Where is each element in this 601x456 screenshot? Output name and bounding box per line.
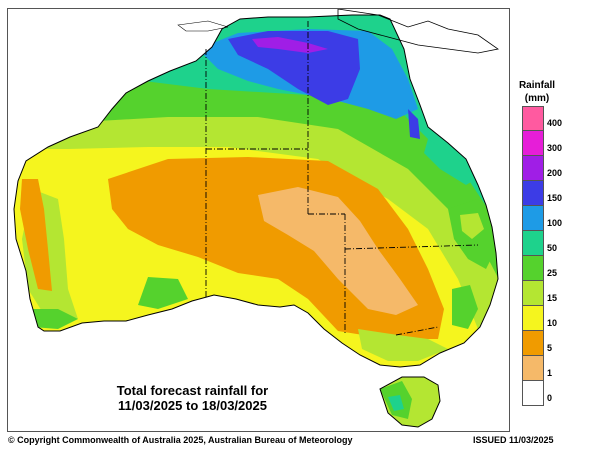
legend-label: 400 <box>547 118 563 128</box>
legend-swatch <box>522 131 544 156</box>
legend-swatch <box>522 106 544 131</box>
copyright-text: © Copyright Commonwealth of Australia 20… <box>8 435 353 445</box>
australia-coastline <box>13 14 499 368</box>
legend-swatch <box>522 281 544 306</box>
legend-label: 15 <box>547 293 558 303</box>
legend-swatch <box>522 356 544 381</box>
legend-label: 300 <box>547 143 563 153</box>
map-caption: Total forecast rainfall for 11/03/2025 t… <box>105 383 280 413</box>
legend-swatch <box>522 206 544 231</box>
issued-date: ISSUED 11/03/2025 <box>473 435 554 445</box>
legend-label: 5 <box>547 343 553 353</box>
new-guinea-coastline <box>337 9 499 54</box>
legend-title-line-1: Rainfall <box>518 80 556 91</box>
legend-label: 200 <box>547 168 563 178</box>
legend-label: 25 <box>547 268 558 278</box>
legend-swatch <box>522 256 544 281</box>
legend-title-line-2: (mm) <box>524 93 550 104</box>
legend-swatch <box>522 306 544 331</box>
rainfall-map: Total forecast rainfall for 11/03/2025 t… <box>7 8 510 432</box>
legend-label: 10 <box>547 318 558 328</box>
legend-swatch <box>522 231 544 256</box>
legend-label: 1 <box>547 368 553 378</box>
legend-swatch <box>522 331 544 356</box>
legend-swatch <box>522 156 544 181</box>
legend-label: 100 <box>547 218 563 228</box>
tasmania-rainfall-zones <box>380 377 440 427</box>
legend-label: 0 <box>547 393 553 403</box>
state-borders <box>205 21 479 336</box>
legend-swatch <box>522 181 544 206</box>
legend-label: 150 <box>547 193 563 203</box>
timor-coastline <box>177 20 229 32</box>
caption-line-2: 11/03/2025 to 18/03/2025 <box>118 398 267 413</box>
legend-label: 50 <box>547 243 558 253</box>
caption-line-1: Total forecast rainfall for <box>116 383 269 398</box>
tasmania-coastline <box>379 376 441 428</box>
legend-swatch <box>522 381 544 406</box>
legend-title: Rainfall (mm) <box>515 79 559 105</box>
mainland-rainfall-zones <box>14 15 498 367</box>
australia-rainfall-map-graphic <box>13 9 499 428</box>
